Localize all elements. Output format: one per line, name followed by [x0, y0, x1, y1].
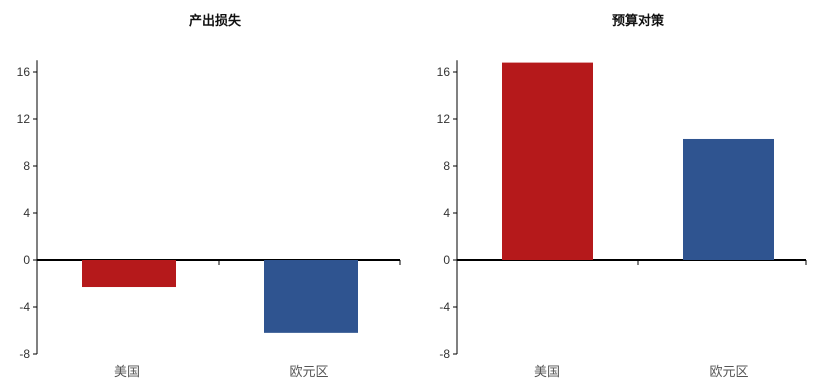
y-tick-label: 12: [437, 112, 451, 126]
y-tick-label: -4: [439, 300, 450, 314]
y-tick-label: 12: [17, 112, 31, 126]
bar-us: [502, 62, 593, 260]
x-category-label: 美国: [534, 365, 560, 378]
bar-eurozone: [264, 260, 358, 333]
chart-panel-budget-response: 预算对策 16 12 8 4 0 -4 -8 美国 欧元区: [437, 13, 807, 378]
y-tick-label: -8: [439, 347, 450, 361]
bars: [82, 260, 358, 333]
bar-us: [82, 260, 176, 288]
y-tick-label: -8: [19, 347, 30, 361]
bar-eurozone: [683, 138, 774, 260]
x-category-label: 美国: [114, 365, 140, 378]
y-tick-label: 0: [23, 253, 30, 267]
x-category-labels: 美国 欧元区: [114, 365, 329, 378]
y-tick-label: 4: [443, 206, 450, 220]
x-category-label: 欧元区: [709, 365, 748, 378]
chart-panel-output-loss: 产出损失 16 12 8 4 0 -4 -8 美国 欧元区: [17, 13, 401, 378]
y-tick-label: 8: [443, 159, 450, 173]
bars: [502, 62, 774, 260]
y-tick-label: 4: [23, 206, 30, 220]
y-tick-label: -4: [19, 300, 30, 314]
chart-title: 产出损失: [189, 13, 242, 29]
y-tick-label: 16: [437, 65, 451, 79]
y-tick-label: 8: [23, 159, 30, 173]
y-tick-labels: 16 12 8 4 0 -4 -8: [17, 65, 31, 361]
y-tick-label: 0: [443, 253, 450, 267]
x-category-label: 欧元区: [289, 365, 328, 378]
y-tick-labels: 16 12 8 4 0 -4 -8: [437, 65, 451, 361]
y-tick-label: 16: [17, 65, 31, 79]
x-category-labels: 美国 欧元区: [534, 365, 749, 378]
chart-title: 预算对策: [612, 13, 665, 29]
